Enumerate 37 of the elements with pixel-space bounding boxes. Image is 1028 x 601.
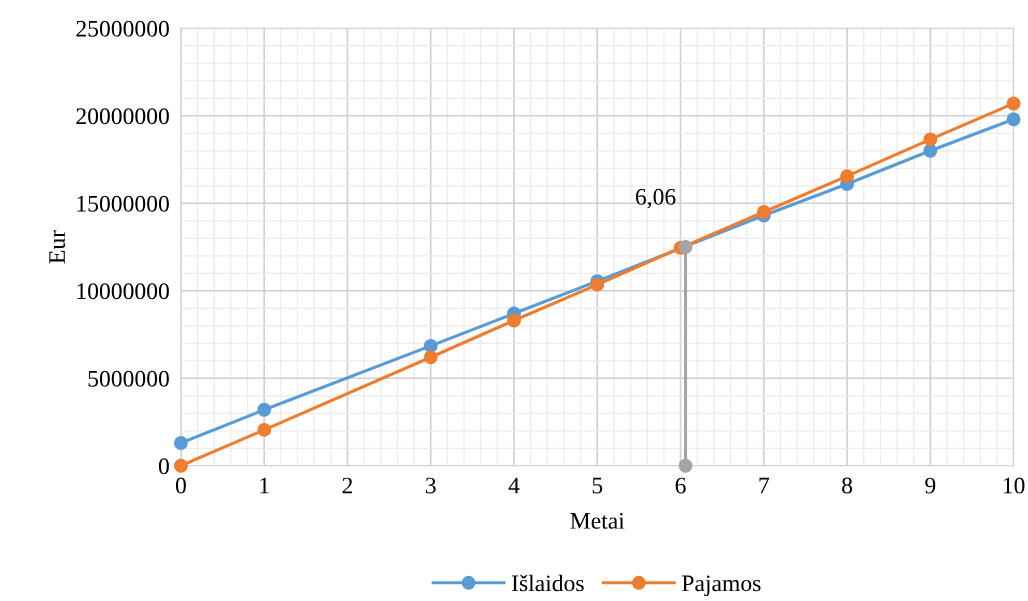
y-tick-label: 25000000 (76, 20, 169, 37)
x-tick-label: 1 (260, 477, 269, 494)
x-axis-title: Metai (570, 512, 625, 529)
x-tick-label: 9 (925, 477, 936, 494)
y-tick-label: 0 (158, 458, 169, 475)
point (257, 422, 272, 437)
x-tick-label: 6 (675, 477, 686, 494)
point (1006, 112, 1021, 127)
x-tick-label: 7 (759, 477, 770, 494)
annotation: 6,06 (635, 188, 676, 209)
x-tick-label: 4 (508, 477, 520, 494)
point (678, 458, 693, 473)
point (923, 143, 938, 158)
x-tick-label: 10 (1003, 477, 1025, 494)
point (1006, 96, 1021, 111)
point (257, 402, 272, 417)
legend-label: Pajamos (682, 575, 761, 597)
x-tick-label: 5 (592, 477, 603, 494)
point (840, 169, 855, 184)
x-tick-label: 8 (842, 477, 853, 494)
point (678, 240, 693, 254)
point (923, 132, 938, 147)
point (423, 350, 438, 365)
point (756, 205, 771, 219)
point (173, 436, 188, 450)
x-tick-label: 2 (342, 477, 353, 494)
legend-label: Išlaidos (511, 574, 584, 592)
y-tick-label: 20000000 (76, 108, 169, 125)
point (423, 338, 438, 353)
y-tick-label: 10000000 (77, 283, 169, 300)
y-tick-label: 5000000 (88, 370, 169, 387)
point (173, 458, 188, 473)
x-tick-label: 0 (175, 477, 186, 494)
x-tick-label: 3 (425, 477, 436, 494)
y-tick-label: 15000000 (77, 195, 169, 212)
point (507, 313, 521, 328)
y-axis-title: Eur (49, 230, 66, 264)
